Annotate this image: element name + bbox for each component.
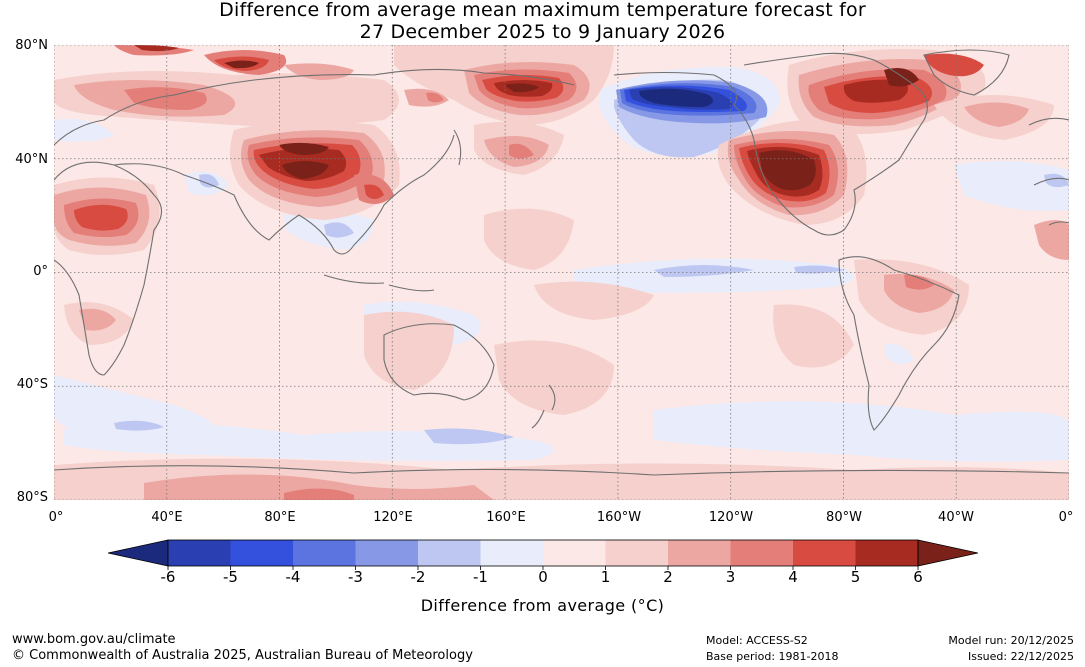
footer-model-run: Model run: 20/12/2025 <box>948 634 1074 647</box>
colorbar-tick-label: 5 <box>850 568 861 586</box>
colorbar-tick-label: -5 <box>223 568 238 586</box>
colorbar-box <box>480 540 543 566</box>
lon-label-40w: 40°W <box>938 510 974 525</box>
colorbar-tick-label: -2 <box>410 568 426 586</box>
lon-label-80w: 80°W <box>826 510 862 525</box>
lat-label-40s: 40°S <box>16 377 48 392</box>
colorbar-box <box>293 540 356 566</box>
colorbar-box <box>418 540 481 566</box>
tibet-warm-anomaly <box>230 121 400 220</box>
colorbar-box <box>668 540 731 566</box>
central-north-america-warm-anomaly <box>717 119 867 225</box>
continent-outlines <box>54 49 1069 476</box>
footer-copyright: © Commonwealth of Australia 2025, Austra… <box>12 648 473 663</box>
colorbar <box>108 539 978 570</box>
lon-label-80e: 80°E <box>264 510 296 525</box>
sahara-warm-anomaly <box>54 177 160 255</box>
colorbar-label: Difference from average (°C) <box>420 596 665 615</box>
north-eurasia-warm-anomaly <box>54 45 399 127</box>
colorbar-arrow-high <box>917 539 978 567</box>
lon-label-160e: 160°E <box>486 510 526 525</box>
colorbar-box <box>793 540 856 566</box>
eastern-canada-warm-anomaly <box>787 49 986 134</box>
colorbar-box <box>230 540 293 566</box>
lon-label-40e: 40°E <box>151 510 183 525</box>
lon-label-160w: 160°W <box>596 510 642 525</box>
colorbar-box <box>543 540 606 566</box>
misc-warm-patches <box>64 95 1069 415</box>
lat-label-80n: 80°N <box>15 38 48 53</box>
chart-title-line-2: 27 December 2025 to 9 January 2026 <box>359 21 726 43</box>
lon-label-120w: 120°W <box>708 510 754 525</box>
colorbar-box <box>605 540 668 566</box>
footer-issued: Issued: 22/12/2025 <box>967 650 1074 663</box>
siberia-warm-anomaly <box>394 45 614 175</box>
lon-label-0-right: 0° <box>1058 510 1074 525</box>
colorbar-box <box>855 540 918 566</box>
southern-ocean-warm-anomaly <box>54 458 1069 500</box>
lat-label-equator: 0° <box>33 264 48 279</box>
colorbar-tick-label: -4 <box>285 568 301 586</box>
colorbar-tick-label: -3 <box>348 568 363 586</box>
colorbar-tick-label: 0 <box>538 568 548 586</box>
colorbar-box <box>730 540 793 566</box>
temperature-anomaly-map <box>54 45 1069 500</box>
lon-label-120e: 120°E <box>373 510 413 525</box>
colorbar-tick-label: -6 <box>160 568 176 586</box>
colorbar-tick-label: -1 <box>473 568 488 586</box>
lat-label-40n: 40°N <box>15 152 48 167</box>
colorbar-arrow-low <box>108 539 169 567</box>
lat-label-80s: 80°S <box>16 490 48 505</box>
lon-label-0-left: 0° <box>48 510 64 525</box>
north-pacific-cold-anomaly <box>599 66 780 158</box>
colorbar-tick-label: 1 <box>600 568 611 586</box>
colorbar-tick-label: 4 <box>788 568 798 586</box>
colorbar-box <box>355 540 418 566</box>
colorbar-tick-label: 3 <box>725 568 736 586</box>
colorbar-tick-label: 2 <box>663 568 673 586</box>
chart-title-line-1: Difference from average mean maximum tem… <box>219 0 866 21</box>
footer-url: www.bom.gov.au/climate <box>12 632 176 647</box>
colorbar-tick-label: 6 <box>913 568 923 586</box>
colorbar-box <box>168 540 231 566</box>
footer-model: Model: ACCESS-S2 <box>706 634 808 647</box>
map-gridlines <box>54 45 1069 500</box>
footer-base-period: Base period: 1981-2018 <box>706 650 839 663</box>
